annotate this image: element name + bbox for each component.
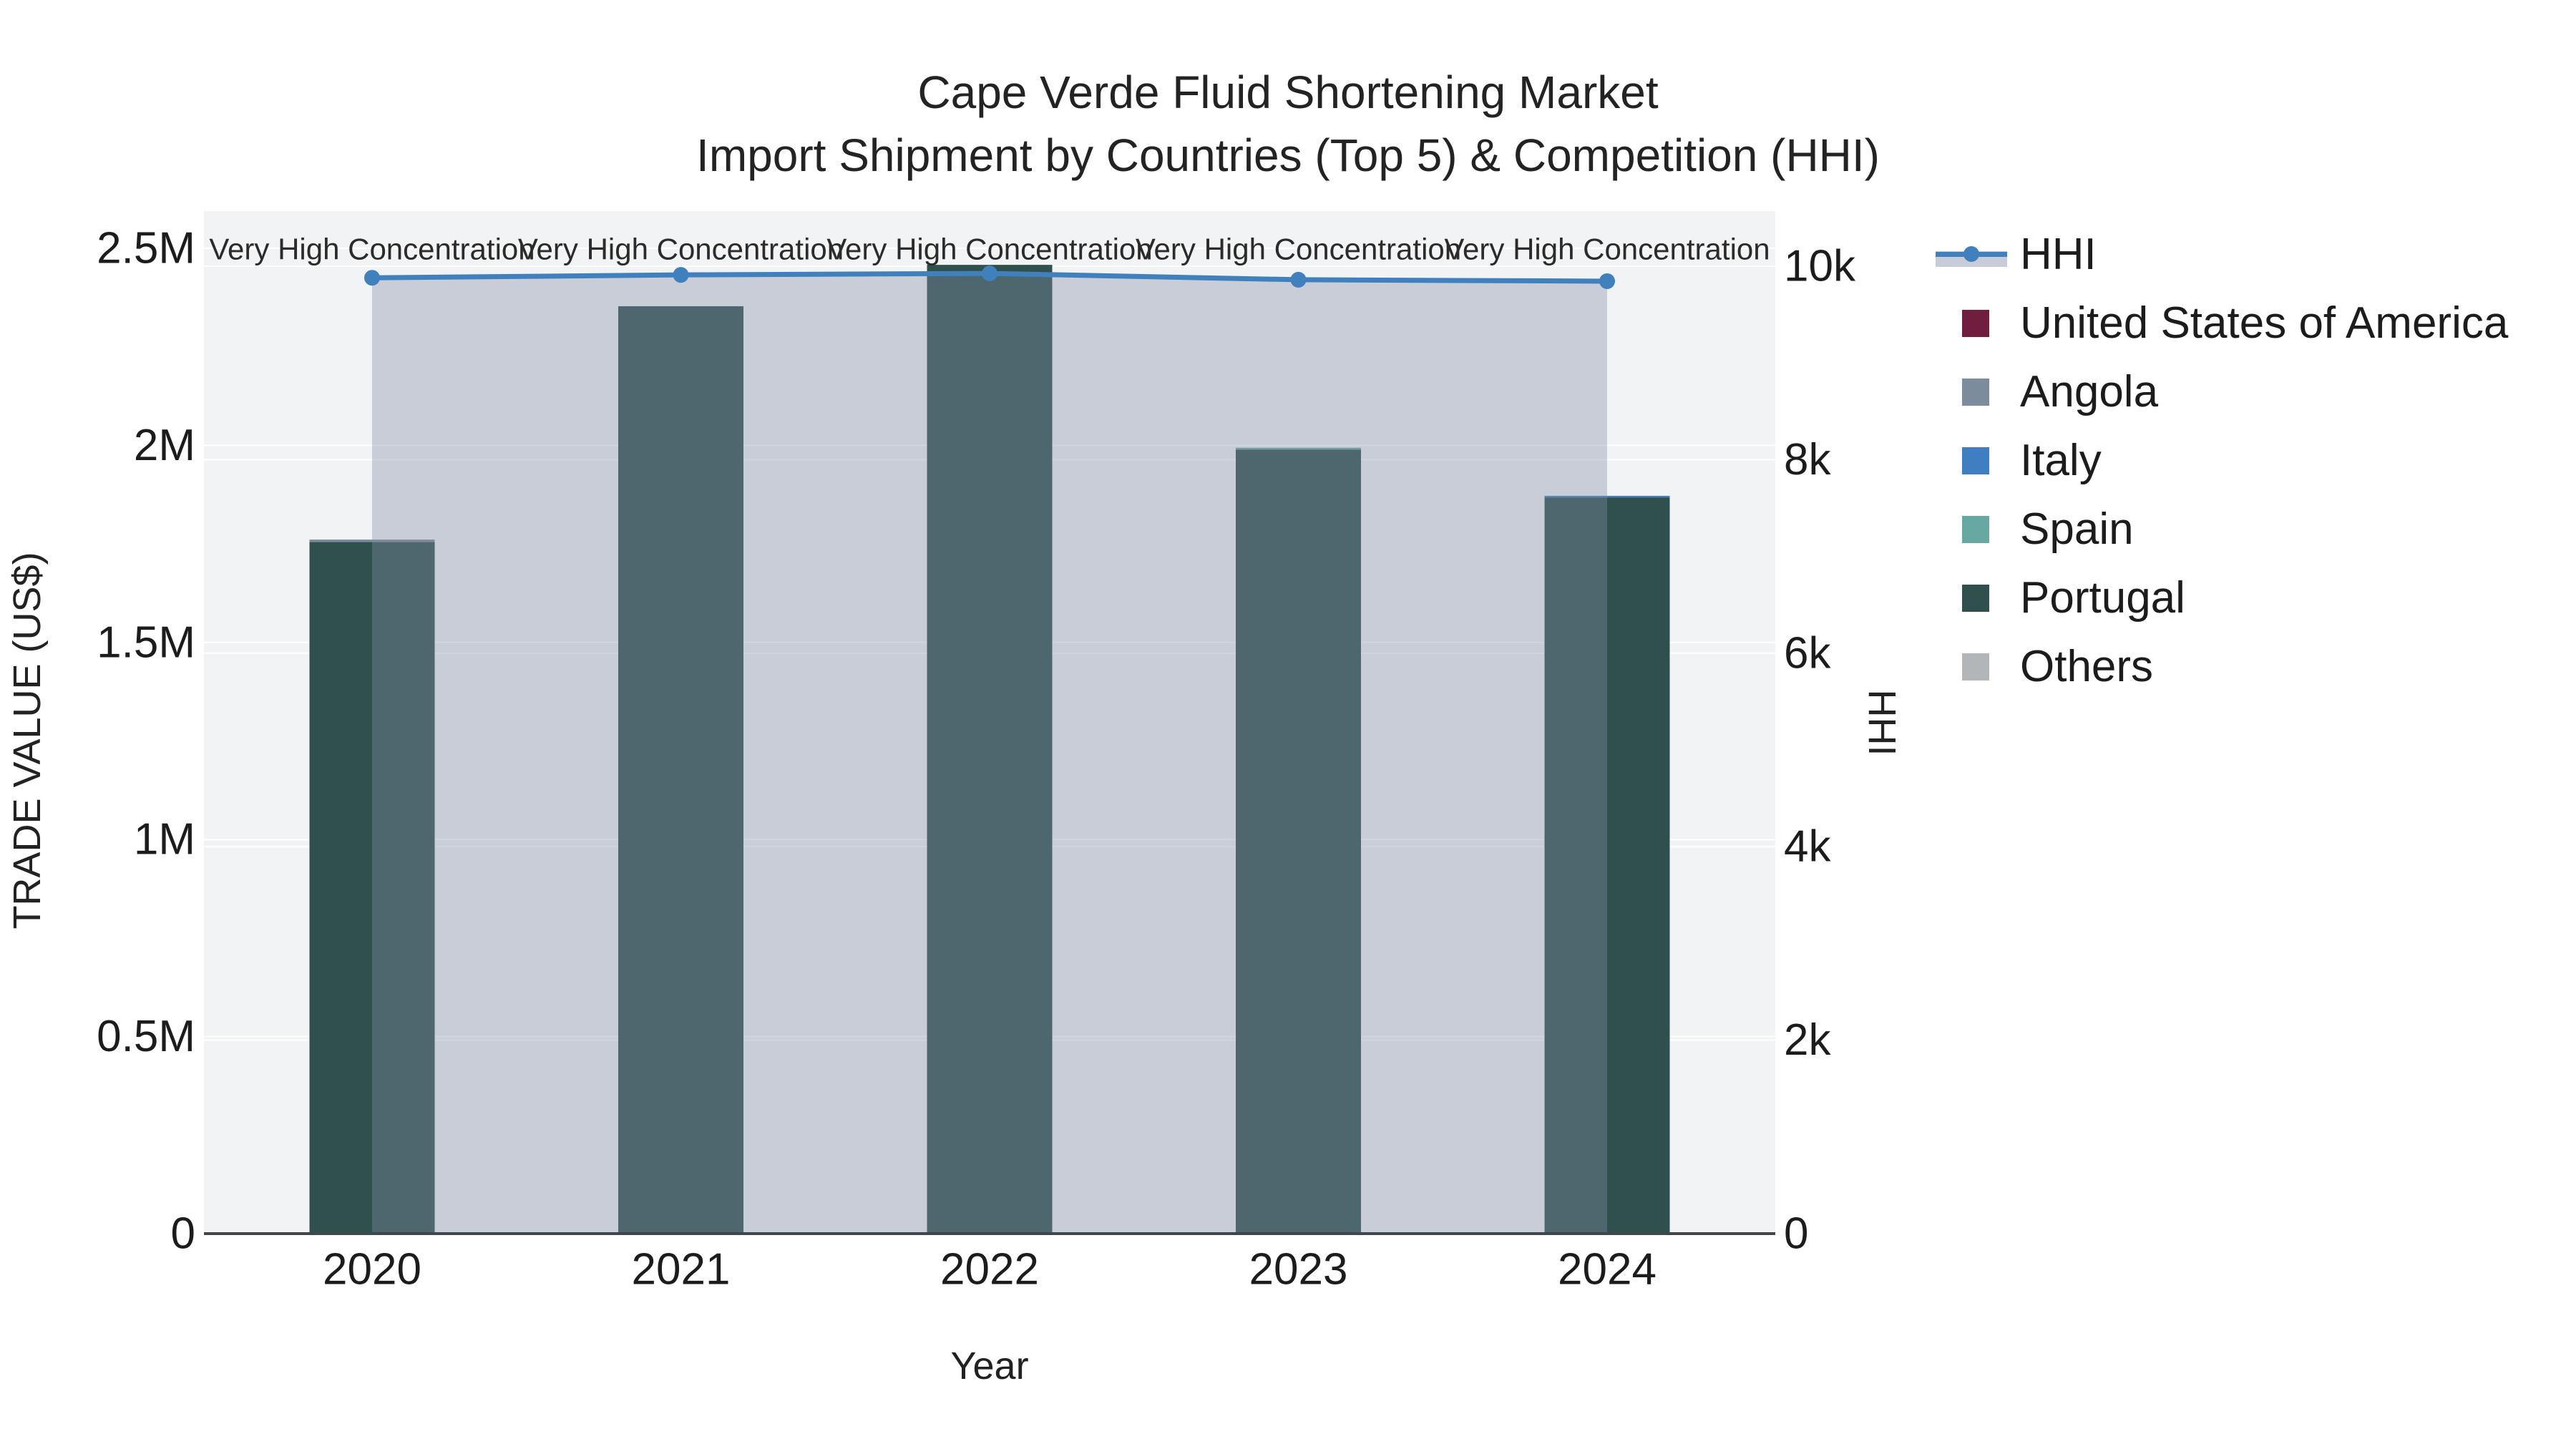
y-right-tick-0: 0 — [1784, 1209, 1808, 1259]
bar-segment-portugal-2023[interactable] — [1236, 449, 1361, 1234]
y-right-tick-6k: 6k — [1784, 628, 1831, 678]
y-right-tick-8k: 8k — [1784, 435, 1831, 484]
annotation-2023: Very High Concentration — [1136, 233, 1461, 266]
y-left-tick-0.5M: 0.5M — [97, 1012, 195, 1061]
x-tick-2022: 2022 — [940, 1245, 1039, 1294]
legend-label: United States of America — [2020, 298, 2509, 348]
legend-label: Others — [2020, 642, 2154, 691]
x-tick-2024: 2024 — [1558, 1245, 1657, 1294]
legend-swatch-portugal-icon — [1962, 585, 1989, 612]
legend-label: Italy — [2020, 436, 2102, 485]
legend-item-united-states-of-america[interactable]: United States of America — [1932, 289, 2508, 358]
legend-label: HHI — [2020, 230, 2097, 279]
legend-item-angola[interactable]: Angola — [1932, 358, 2508, 426]
legend-label: Portugal — [2020, 573, 2185, 623]
y-axis-title-right: HHI — [1860, 689, 1903, 756]
legend-label: Spain — [2020, 504, 2134, 554]
legend-swatch-spain-icon — [1962, 516, 1989, 543]
legend-item-italy[interactable]: Italy — [1932, 426, 2508, 495]
legend-label: Angola — [2020, 367, 2159, 416]
annotation-2024: Very High Concentration — [1444, 233, 1770, 266]
annotation-2022: Very High Concentration — [826, 233, 1152, 266]
legend: HHI United States of America Angola Italy Sp… — [1932, 220, 2508, 701]
bar-segment-portugal-2024[interactable] — [1544, 497, 1670, 1234]
bar-segment-italy-2024[interactable] — [1544, 495, 1670, 498]
hhi-marker-2024[interactable] — [1599, 273, 1615, 289]
y-left-tick-1M: 1M — [134, 815, 195, 864]
hhi-sample-part — [1963, 246, 1979, 262]
bar-segment-angola-2020[interactable] — [309, 540, 435, 542]
annotation-2021: Very High Concentration — [518, 233, 844, 266]
chart-title: Cape Verde Fluid Shortening Market — [917, 67, 1659, 118]
y-left-tick-1.5M: 1.5M — [97, 618, 195, 667]
legend-item-spain[interactable]: Spain — [1932, 495, 2508, 564]
legend-swatch-angola-icon — [1962, 379, 1989, 406]
legend-swatch-others-icon — [1962, 653, 1989, 680]
legend-swatch-united-states-of-america-icon — [1962, 310, 1989, 337]
hhi-marker-2022[interactable] — [982, 265, 997, 282]
y-left-tick-0: 0 — [171, 1209, 195, 1259]
y-right-tick-2k: 2k — [1784, 1015, 1831, 1065]
hhi-marker-2020[interactable] — [364, 270, 380, 286]
bar-segment-spain-2023[interactable] — [1236, 447, 1361, 450]
legend-item-portugal[interactable]: Portugal — [1932, 564, 2508, 633]
x-axis-title: Year — [950, 1345, 1029, 1387]
hhi-legend-sample-icon — [1936, 241, 2007, 268]
chart-subtitle: Import Shipment by Countries (Top 5) & C… — [696, 130, 1880, 181]
x-tick-2020: 2020 — [323, 1245, 421, 1294]
x-tick-2023: 2023 — [1249, 1245, 1348, 1294]
y-right-tick-4k: 4k — [1784, 822, 1831, 872]
x-tick-2021: 2021 — [632, 1245, 731, 1294]
legend-item-others[interactable]: Others — [1932, 633, 2508, 701]
annotation-2020: Very High Concentration — [209, 233, 535, 266]
hhi-marker-2021[interactable] — [673, 267, 689, 283]
legend-item-hhi[interactable]: HHI — [1932, 220, 2508, 289]
legend-swatch-italy-icon — [1962, 447, 1989, 474]
x-axis-line — [204, 1232, 1775, 1235]
bar-segment-portugal-2020[interactable] — [309, 542, 435, 1234]
y-axis-title-left: TRADE VALUE (US$) — [6, 552, 49, 930]
hhi-area-fill — [372, 273, 1607, 1234]
bar-segment-portugal-2022[interactable] — [927, 265, 1053, 1234]
y-left-tick-2.5M: 2.5M — [97, 224, 195, 273]
hhi-marker-2023[interactable] — [1290, 271, 1307, 288]
bar-segment-portugal-2021[interactable] — [618, 306, 743, 1234]
y-right-tick-10k: 10k — [1784, 242, 1856, 291]
y-left-tick-2M: 2M — [134, 421, 195, 470]
